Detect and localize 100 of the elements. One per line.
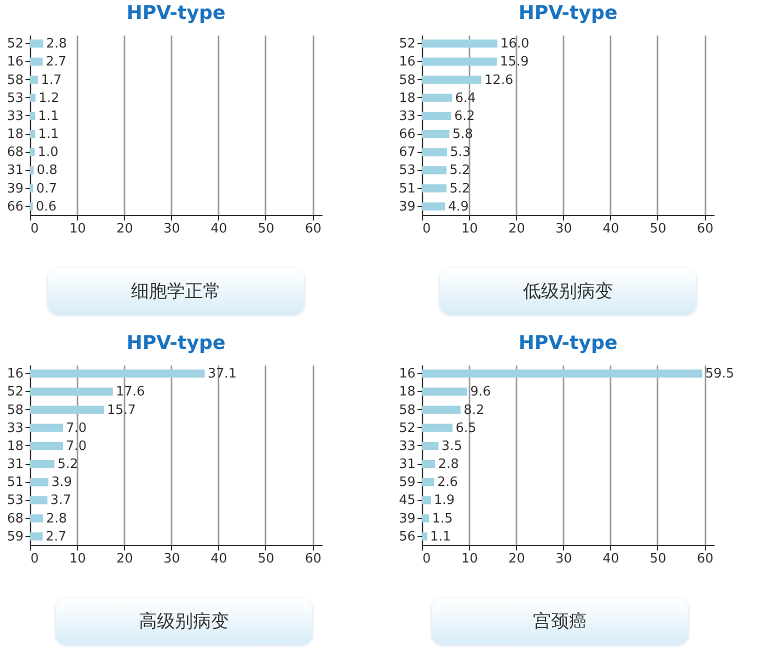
y-tick-label: 59 [6,529,24,544]
x-axis-title: 低级别病变 [440,268,696,314]
x-tick-label: 0 [422,222,431,236]
data-label: 1.0 [38,145,58,160]
x-tick-label: 20 [116,552,133,566]
data-label: 2.6 [437,475,458,490]
y-tick-label: 51 [398,181,416,196]
y-tick-label: 59 [398,475,416,490]
data-label: 16.0 [500,36,530,52]
bar [30,58,43,66]
bar [30,202,33,210]
y-tick-label: 33 [398,108,416,124]
bar [422,94,452,102]
data-label: 2.8 [46,511,67,526]
data-label: 6.4 [455,90,476,106]
data-label: 5.8 [452,127,474,142]
x-tick-label: 10 [461,552,478,566]
bar [422,184,446,192]
x-tick-label: 60 [696,222,714,236]
data-label: 3.7 [50,493,72,508]
bar [422,514,430,522]
y-tick-label: 16 [398,54,416,70]
x-axis-title: 宫颈癌 [432,598,688,644]
bar [422,202,446,210]
data-label: 15.7 [106,402,136,418]
data-label: 1.1 [430,529,451,544]
y-tick-label: 66 [398,127,416,142]
y-tick-label: 58 [398,72,416,88]
bar [422,40,498,48]
y-tick-label: 51 [6,475,24,490]
x-tick-label: 60 [304,552,322,566]
x-tick-label: 40 [210,222,228,236]
y-tick-label: 18 [398,90,416,106]
y-tick-label: 67 [398,145,416,160]
y-tick-label: 56 [398,529,416,544]
y-tick-label: 33 [398,438,416,454]
x-tick-label: 50 [650,552,666,566]
x-tick-label: 50 [258,222,274,236]
bar [30,112,36,120]
bar [30,514,44,522]
bar [30,166,34,174]
x-tick-label: 40 [210,552,228,566]
data-label: 8.2 [464,402,484,418]
data-label: 1.7 [41,72,62,88]
bar [30,184,34,192]
y-tick-label: 39 [398,511,416,526]
data-label: 59.5 [705,366,734,382]
y-tick-label: 52 [398,420,416,436]
x-tick-label: 60 [304,222,322,236]
bar [422,112,452,120]
y-tick-label: 16 [6,366,24,382]
x-tick-label: 10 [69,552,86,566]
y-tick-label: 33 [6,420,24,436]
y-tick-label: 58 [398,402,416,418]
y-tick-label: 53 [6,493,24,508]
y-tick-label: 31 [6,457,24,472]
y-tick-label: 39 [398,199,416,214]
y-tick-label: 31 [398,457,416,472]
y-tick-label: 58 [6,402,24,418]
y-tick-label: 68 [6,511,24,526]
data-label: 6.2 [454,108,475,124]
y-tick-label: 58 [6,72,24,88]
y-tick-label: 18 [6,438,24,454]
bar [30,76,38,84]
bar [30,40,44,48]
data-label: 3.9 [51,475,72,490]
data-label: 0.6 [36,199,57,214]
bar [422,166,446,174]
bar [422,460,436,468]
bar [422,148,447,156]
y-tick-label: 31 [6,163,24,178]
data-label: 17.6 [116,384,145,400]
y-tick-label: 16 [6,54,24,70]
data-label: 2.7 [46,529,66,544]
y-tick-label: 18 [398,384,416,400]
x-tick-label: 60 [696,552,714,566]
data-label: 4.9 [448,199,469,214]
x-tick-label: 10 [69,222,86,236]
chart-title: HPV-type [126,2,226,24]
y-tick-label: 18 [6,127,24,142]
x-tick-label: 20 [116,222,133,236]
y-tick-label: 16 [398,366,416,382]
data-label: 1.9 [434,493,455,508]
x-tick-label: 50 [650,222,666,236]
x-axis-title: 细胞学正常 [48,268,304,314]
x-tick-label: 0 [30,552,39,566]
bar [30,460,54,468]
x-tick-label: 40 [602,552,620,566]
bar [422,496,431,504]
data-label: 2.8 [46,36,67,52]
bar [422,370,702,378]
x-tick-label: 10 [461,222,478,236]
bar [30,478,48,486]
data-label: 1.1 [38,108,59,124]
x-tick-label: 30 [556,222,572,236]
data-label: 6.5 [456,420,476,436]
x-tick-label: 50 [258,552,274,566]
data-label: 12.6 [484,72,514,88]
y-tick-label: 39 [6,181,24,196]
chart-title: HPV-type [518,332,618,354]
